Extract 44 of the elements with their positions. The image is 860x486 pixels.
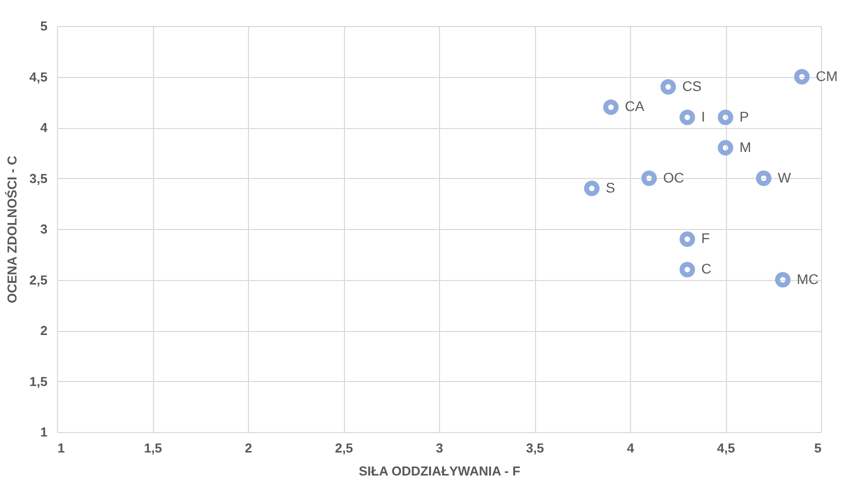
x-tick-label: 3,5 (526, 440, 544, 456)
y-tick-label: 4 (40, 120, 48, 135)
x-tick-label: 1 (58, 440, 65, 456)
x-tick-label: 1,5 (144, 440, 162, 456)
x-tick-label: 2,5 (334, 440, 354, 456)
point (794, 69, 810, 84)
y-tick-label: 5 (40, 18, 48, 34)
annotation: OC (663, 169, 684, 186)
x-tick-label: 5 (814, 440, 822, 456)
annotation: CM (816, 68, 838, 84)
y-tick-label: 3 (40, 222, 48, 236)
point (680, 231, 696, 247)
point (775, 272, 791, 288)
point (680, 110, 696, 126)
point (584, 180, 600, 196)
annotation: F (701, 230, 710, 246)
y-tick-label: 1,5 (29, 374, 48, 389)
annotation: CS (682, 78, 702, 94)
point (660, 79, 676, 95)
annotation: P (740, 108, 749, 124)
x-tick-label: 2 (244, 440, 252, 456)
x-tick-label: 3 (436, 440, 444, 456)
point (718, 110, 734, 126)
y-tick-label: 2,5 (29, 272, 48, 288)
annotation: C (701, 260, 712, 277)
annotation: M (740, 138, 752, 155)
annotation: CA (624, 98, 646, 114)
point (756, 170, 772, 186)
annotation: I (701, 108, 706, 124)
annotation: S (606, 179, 616, 196)
point (718, 140, 734, 156)
point (641, 170, 657, 186)
x-axis-title: SIŁA ODDZIAŁYWANIA - F (358, 464, 520, 478)
annotation: W (778, 169, 792, 186)
y-tick-label: 4,5 (29, 69, 48, 84)
y-tick-label: 1 (40, 424, 48, 440)
point (680, 262, 696, 278)
point (603, 99, 619, 115)
x-tick-label: 4 (626, 440, 635, 456)
annotation: MC (796, 270, 819, 287)
y-tick-label: 3,5 (29, 170, 48, 186)
y-axis-title: OCENA ZDOLNOŚCI - C (4, 155, 20, 304)
y-tick-label: 2 (40, 323, 48, 338)
x-tick-label: 4,5 (716, 440, 736, 456)
